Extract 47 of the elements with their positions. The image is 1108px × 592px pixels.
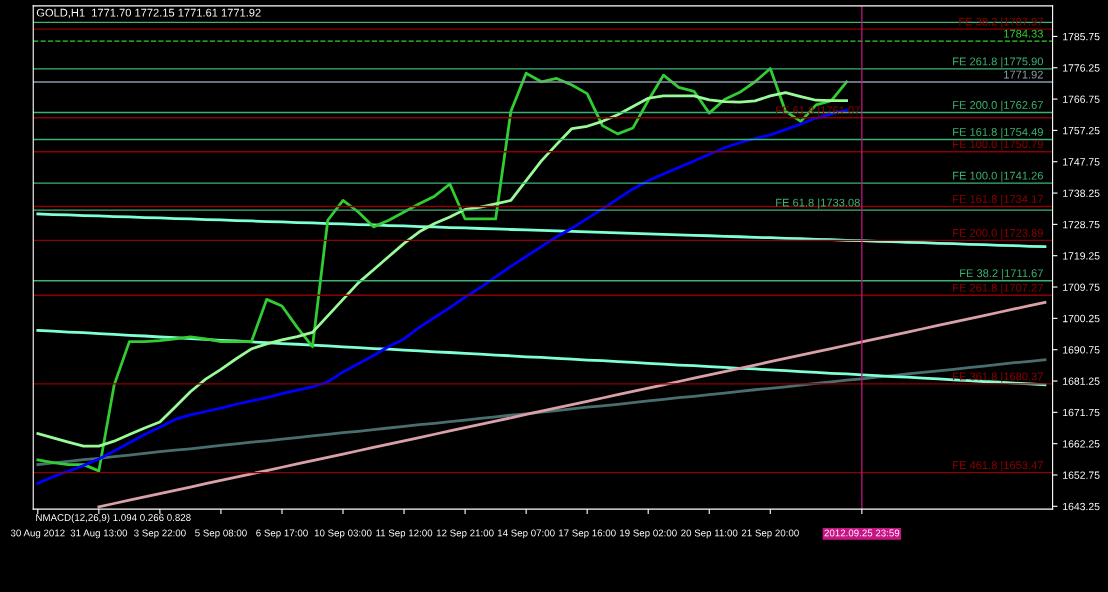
y-tick-label: 1681.25 <box>1063 377 1100 385</box>
y-tick-label: 1709.75 <box>1063 283 1100 291</box>
y-tick-label: 1776.25 <box>1063 64 1100 72</box>
y-tick-label: 1728.75 <box>1063 220 1100 229</box>
ref-line-label: FE 461.8 |1653.47 <box>953 460 1043 472</box>
text: NMACD(12,26,9) 1.094 0.266 0.828 <box>36 513 191 523</box>
ref-line-label: FE 261.8 |1775.90 <box>953 57 1044 68</box>
y-tick-label: 1652.75 <box>1063 471 1100 479</box>
ref-line-label: FE 200.0 |1762.67 <box>953 100 1043 112</box>
x-tick-label: 12 Sep 21:00 <box>436 529 494 539</box>
x-tick-label: 6 Sep 17:00 <box>256 529 308 539</box>
y-tick-label: 1747.75 <box>1063 158 1100 166</box>
ref-line-label: 1784.33 <box>1004 29 1043 38</box>
y-tick-label: 1766.75 <box>1063 95 1100 103</box>
y-tick-label: 1662.25 <box>1063 440 1100 448</box>
ref-line-label: FE 161.8 |1754.49 <box>953 127 1043 139</box>
ref-line-label: FE 100.0 |1750.79 <box>953 139 1043 151</box>
ref-line-label: 1771.92 <box>1004 70 1043 79</box>
ref-line-label: FE 361.8 |1680.37 <box>953 372 1043 383</box>
y-tick-label: 1757.25 <box>1063 126 1100 135</box>
x-tick-label: 19 Sep 02:00 <box>620 529 677 539</box>
y-tick-label: 1719.25 <box>1063 252 1100 260</box>
line-series <box>97 300 1047 509</box>
x-tick-label: 17 Sep 16:00 <box>559 529 616 539</box>
ref-line-label: FE 38.2 |1711.67 <box>960 268 1043 280</box>
x-tick-label: 11 Sep 12:00 <box>376 529 433 539</box>
x-tick-label: 31 Aug 13:00 <box>70 529 128 539</box>
line-series <box>36 212 1047 249</box>
x-tick-label: 21 Sep 20:00 <box>741 529 799 539</box>
y-tick-label: 1785.75 <box>1063 32 1100 41</box>
y-tick-label: 1671.75 <box>1063 408 1100 417</box>
x-tick-label: 2012.09.25 23:59 <box>824 529 900 537</box>
ref-line-label: FE 200.0 |1723.89 <box>953 228 1043 240</box>
x-tick-label: 20 Sep 11:00 <box>681 529 738 539</box>
x-tick-label: 10 Sep 03:00 <box>314 529 372 539</box>
ref-line-label: FE 100.0 |1741.26 <box>953 171 1043 182</box>
y-tick-label: 1738.25 <box>1063 189 1100 197</box>
ref-line-label: FE 161.8 |1734.17 <box>953 194 1043 206</box>
x-tick-label: 30 Aug 2012 <box>10 529 65 539</box>
x-tick-label: 5 Sep 08:00 <box>195 529 247 539</box>
ref-line-label: FE 261.8 |1707.27 <box>953 283 1043 294</box>
y-tick-label: 1690.75 <box>1063 346 1100 354</box>
x-tick-label: 14 Sep 07:00 <box>497 529 555 539</box>
y-tick-label: 1700.25 <box>1063 314 1100 323</box>
x-tick-label: 3 Sep 22:00 <box>134 529 186 539</box>
chart-title: GOLD,H1 1771.70 1772.15 1771.61 1771.92 <box>36 8 261 18</box>
y-tick-label: 1643.25 <box>1063 502 1100 511</box>
